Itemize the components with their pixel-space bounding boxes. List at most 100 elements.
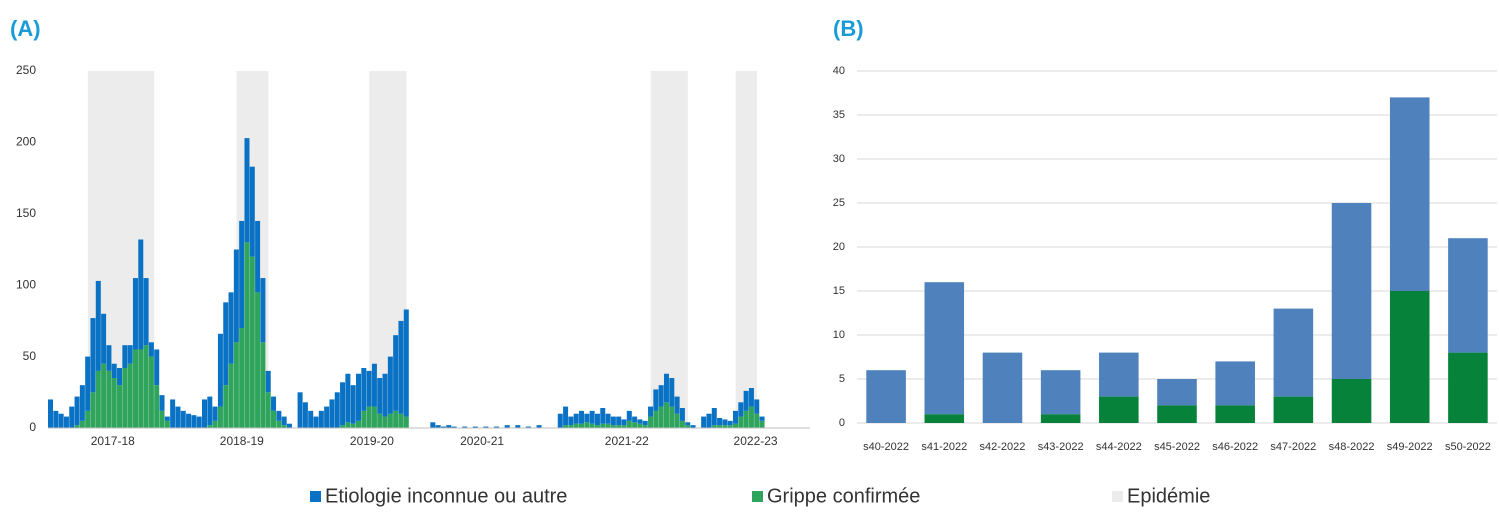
bar bbox=[271, 396, 277, 411]
bar bbox=[398, 413, 404, 428]
bar bbox=[1157, 379, 1197, 406]
bar bbox=[626, 410, 632, 421]
bar bbox=[669, 406, 675, 428]
bar bbox=[111, 363, 117, 379]
bar bbox=[440, 426, 446, 428]
bar bbox=[345, 373, 351, 423]
bar bbox=[594, 413, 600, 426]
bar bbox=[579, 423, 585, 428]
legend-swatch bbox=[310, 491, 321, 502]
y-tick-label: 50 bbox=[23, 349, 37, 363]
bar bbox=[1389, 291, 1430, 423]
x-tick-label: 2020-21 bbox=[460, 434, 504, 448]
bar bbox=[361, 368, 367, 411]
bar bbox=[377, 413, 383, 428]
bar bbox=[201, 399, 208, 428]
bar bbox=[101, 313, 107, 364]
bar bbox=[127, 345, 133, 364]
bar bbox=[302, 402, 308, 428]
bar bbox=[685, 422, 691, 426]
bar bbox=[350, 423, 356, 428]
legend-swatch bbox=[752, 491, 763, 502]
bar bbox=[154, 385, 160, 428]
bar bbox=[393, 410, 399, 428]
bar bbox=[653, 410, 659, 428]
bar bbox=[212, 420, 218, 428]
bar bbox=[632, 422, 638, 428]
bar bbox=[1157, 405, 1197, 423]
bar bbox=[117, 368, 123, 386]
bar bbox=[79, 385, 85, 421]
bar bbox=[446, 425, 452, 428]
bar bbox=[430, 422, 436, 428]
bar bbox=[563, 425, 569, 428]
bar bbox=[143, 345, 149, 428]
bar bbox=[754, 399, 760, 414]
bar bbox=[122, 345, 128, 369]
x-tick-label: s46-2022 bbox=[1212, 441, 1258, 453]
bar bbox=[711, 425, 717, 428]
bar bbox=[255, 220, 261, 293]
bar bbox=[1331, 379, 1372, 423]
bar bbox=[239, 220, 245, 329]
bar bbox=[504, 425, 510, 428]
bar bbox=[1215, 405, 1255, 423]
y-tick-label: 150 bbox=[16, 206, 36, 220]
bar bbox=[748, 406, 754, 428]
bar bbox=[573, 423, 579, 428]
bar bbox=[106, 370, 112, 428]
bar bbox=[281, 416, 287, 426]
bar bbox=[600, 423, 606, 428]
bar bbox=[727, 420, 733, 426]
bar bbox=[621, 425, 627, 428]
bar bbox=[228, 363, 234, 428]
bar bbox=[403, 416, 409, 428]
y-tick-label: 100 bbox=[16, 277, 36, 291]
bar bbox=[106, 345, 112, 371]
bar bbox=[159, 395, 165, 411]
bar bbox=[616, 416, 622, 426]
bar bbox=[382, 416, 388, 428]
bar bbox=[265, 370, 271, 393]
bar bbox=[111, 378, 117, 428]
bar bbox=[674, 413, 680, 428]
bar bbox=[679, 420, 685, 428]
bar bbox=[573, 413, 579, 424]
bar bbox=[727, 425, 733, 428]
bar bbox=[90, 392, 96, 428]
bar bbox=[1273, 308, 1314, 397]
bar bbox=[738, 402, 744, 417]
bar bbox=[435, 425, 441, 428]
bar bbox=[159, 410, 165, 428]
bar bbox=[748, 388, 754, 407]
x-tick-label: 2021-22 bbox=[605, 434, 649, 448]
bar bbox=[217, 406, 223, 428]
bar bbox=[276, 410, 282, 421]
bar bbox=[679, 408, 685, 421]
bar bbox=[722, 425, 728, 428]
bar bbox=[717, 425, 723, 428]
x-tick-label: s43-2022 bbox=[1038, 441, 1084, 453]
bar bbox=[584, 422, 590, 428]
bar bbox=[403, 309, 409, 417]
bar bbox=[340, 425, 346, 428]
bar bbox=[260, 278, 266, 343]
bar bbox=[85, 356, 91, 411]
bar bbox=[361, 410, 367, 428]
bar bbox=[759, 416, 765, 421]
bar bbox=[536, 425, 542, 428]
bar bbox=[642, 420, 648, 426]
bar bbox=[148, 356, 154, 428]
bar bbox=[355, 420, 361, 428]
bar bbox=[212, 406, 218, 421]
bar bbox=[345, 422, 351, 428]
bar bbox=[557, 413, 563, 428]
bar bbox=[132, 278, 138, 350]
bar bbox=[95, 370, 101, 428]
bar bbox=[669, 378, 675, 407]
bar bbox=[90, 318, 96, 393]
bar bbox=[1040, 370, 1081, 415]
bar bbox=[568, 416, 574, 426]
legend-swatch bbox=[1112, 491, 1123, 502]
